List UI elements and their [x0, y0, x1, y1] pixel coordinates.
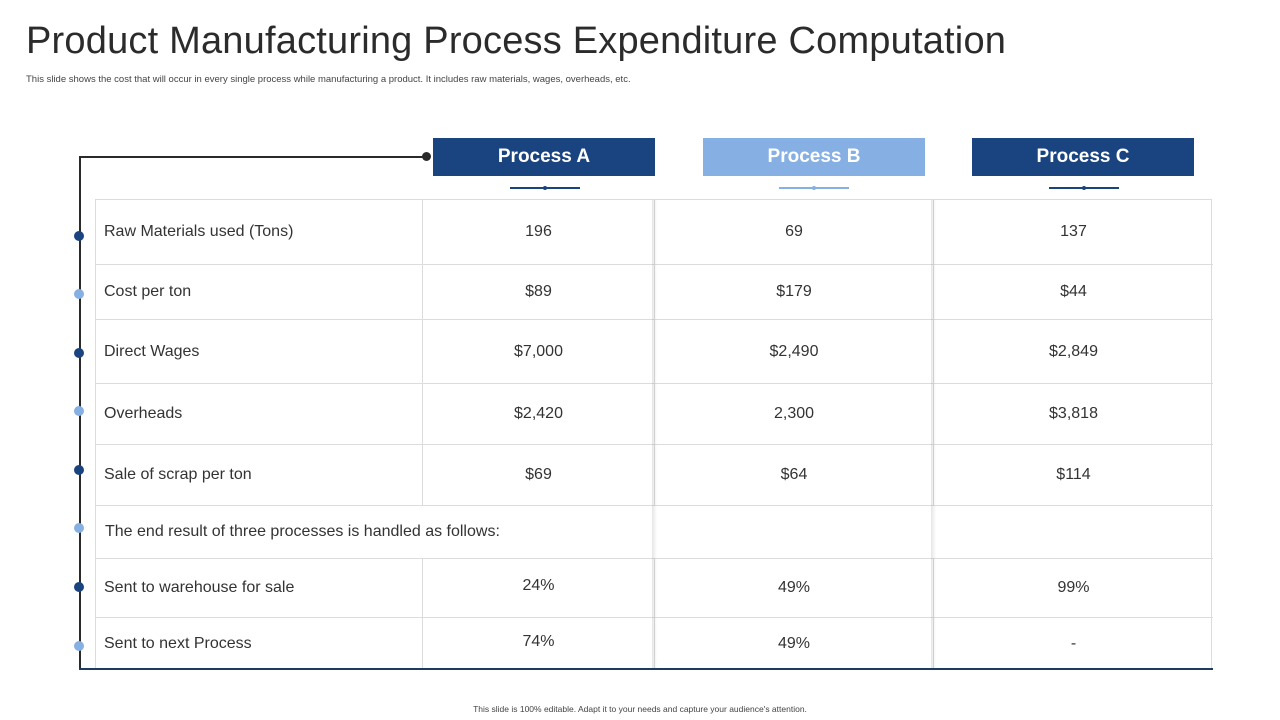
- process-a-value: $7,000: [423, 320, 655, 383]
- table-row: Raw Materials used (Tons) 196 69 137: [96, 200, 1213, 265]
- process-c-header: Process C: [972, 138, 1194, 176]
- timeline-dot: [74, 406, 84, 416]
- timeline-dot: [74, 289, 84, 299]
- process-a-value: $2,420: [423, 384, 655, 444]
- row-label: Sent to next Process: [96, 618, 423, 670]
- table-row: The end result of three processes is han…: [96, 506, 1213, 559]
- process-a-value: 196: [423, 200, 655, 264]
- row-label: Raw Materials used (Tons): [96, 200, 423, 264]
- expenditure-table: Raw Materials used (Tons) 196 69 137 Cos…: [95, 199, 1213, 670]
- footer-note: This slide is 100% editable. Adapt it to…: [473, 704, 807, 714]
- process-b-value: 2,300: [655, 384, 934, 444]
- process-a-value: $89: [423, 265, 655, 319]
- process-b-value: $179: [655, 265, 934, 319]
- connector-line: [79, 156, 426, 158]
- process-c-value: $2,849: [1049, 342, 1098, 360]
- row-label: Sale of scrap per ton: [96, 445, 423, 505]
- process-a-value: $69: [423, 445, 655, 505]
- row-label: Direct Wages: [96, 320, 423, 383]
- process-b-value: $64: [655, 445, 934, 505]
- process-a-value: 74%: [423, 618, 655, 670]
- process-a-value-text: 24%: [522, 577, 555, 594]
- process-b-value: 49%: [655, 559, 934, 617]
- row-label: Overheads: [96, 384, 423, 444]
- process-a-value-text: 74%: [522, 633, 555, 650]
- row-label: Sent to warehouse for sale: [96, 559, 423, 617]
- table-row: Sale of scrap per ton $69 $64 $114: [96, 445, 1213, 506]
- page-subtitle: This slide shows the cost that will occu…: [26, 74, 631, 85]
- process-b-value: $2,490: [655, 320, 934, 383]
- timeline-dot: [74, 231, 84, 241]
- page-title: Product Manufacturing Process Expenditur…: [26, 20, 1007, 62]
- process-c-value: 99%: [1057, 579, 1090, 596]
- table-row: Sent to warehouse for sale 24% 49% 99%: [96, 559, 1213, 618]
- column-shadow: [931, 200, 936, 668]
- table-bottom-line: [79, 668, 1213, 670]
- timeline-dot: [74, 582, 84, 592]
- row-label: The end result of three processes is han…: [105, 523, 500, 540]
- process-c-underline-dot: [1082, 186, 1086, 190]
- timeline-dot: [74, 641, 84, 651]
- process-a-header: Process A: [433, 138, 655, 176]
- connector-end-dot: [422, 152, 431, 161]
- column-shadow: [652, 200, 657, 668]
- table-row: Overheads $2,420 2,300 $3,818: [96, 384, 1213, 445]
- table-row: Direct Wages $7,000 $2,490 $2,849: [96, 320, 1213, 384]
- timeline-dot: [74, 348, 84, 358]
- process-c-value: $44: [1060, 283, 1087, 300]
- process-c-value: $3,818: [1049, 405, 1098, 422]
- table-row: Sent to next Process 74% 49% -: [96, 618, 1213, 670]
- process-c-value: -: [1070, 635, 1077, 652]
- process-b-value: 49%: [655, 618, 934, 670]
- process-b-value: 69: [655, 200, 934, 264]
- process-b-header: Process B: [703, 138, 925, 176]
- timeline-dot: [74, 523, 84, 533]
- process-b-underline-dot: [812, 186, 816, 190]
- process-a-value: 24%: [423, 559, 655, 617]
- table-row: Cost per ton $89 $179 $44: [96, 265, 1213, 320]
- process-a-underline-dot: [543, 186, 547, 190]
- process-c-value: 137: [1060, 223, 1087, 240]
- timeline-dot: [74, 465, 84, 475]
- process-c-value: $114: [1056, 466, 1091, 483]
- row-label: Cost per ton: [96, 265, 423, 319]
